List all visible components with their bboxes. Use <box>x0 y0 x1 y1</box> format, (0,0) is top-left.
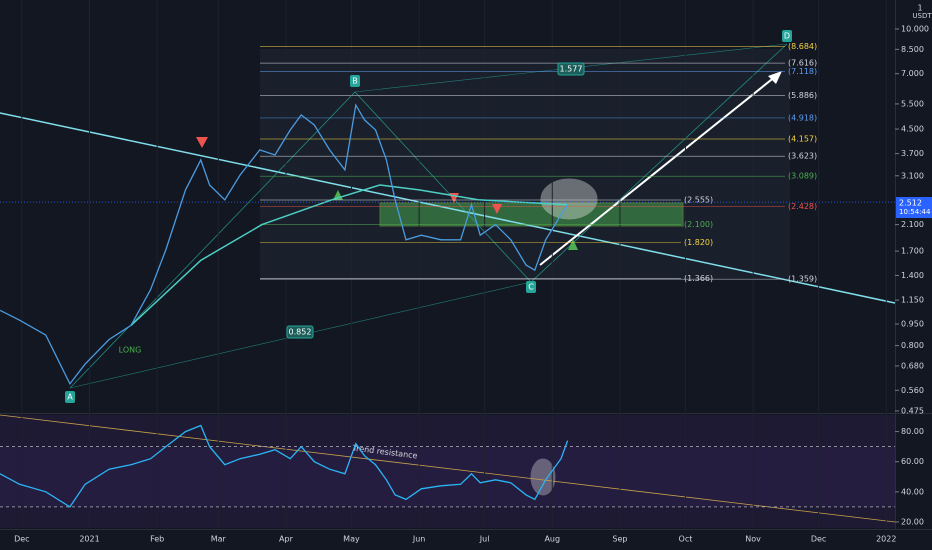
y-tick-label: 0.680 <box>901 361 924 370</box>
countdown: 10:54:44 <box>899 208 931 216</box>
fib-label: (3.623) <box>788 152 817 161</box>
axis-top-label: 1 <box>917 4 922 13</box>
fib-label: (8.684) <box>788 42 817 51</box>
pattern-label: D <box>784 32 790 41</box>
ratio-tag <box>557 62 585 76</box>
fib-label: (7.616) <box>788 59 817 68</box>
y-tick-label: 40.00 <box>901 487 924 496</box>
fib-label: (3.089) <box>788 172 817 181</box>
sell-arrow <box>196 137 208 148</box>
y-tick-label: 1.700 <box>901 247 924 256</box>
rsi-trend-line <box>0 414 896 523</box>
fib-label: (2.100) <box>684 220 713 229</box>
arrow-head <box>768 71 782 84</box>
x-tick-label: Mar <box>211 535 227 544</box>
pattern-label: C <box>528 283 534 292</box>
pattern-label: A <box>67 393 73 402</box>
x-tick-label: Sep <box>612 535 627 544</box>
y-tick-label: 4.500 <box>901 125 924 134</box>
x-tick-label: Jun <box>412 535 426 544</box>
ratio-label: 1.577 <box>560 65 583 74</box>
y-tick-label: 5.500 <box>901 99 924 108</box>
pattern-tag <box>65 391 75 403</box>
rsi-ellipse <box>530 458 556 496</box>
y-tick-label: 0.950 <box>901 320 924 329</box>
fib-label: (1.820) <box>684 238 713 247</box>
x-tick-label: Nov <box>745 535 761 544</box>
last-price: 2.512 <box>899 199 922 208</box>
y-tick-label: 60.00 <box>901 457 924 466</box>
y-tick-label: 8.500 <box>901 45 924 54</box>
fib-label: (4.918) <box>788 113 817 122</box>
trend-line <box>0 112 896 304</box>
pattern-tag <box>782 30 792 42</box>
fib-label: (1.366) <box>684 274 713 283</box>
fib-label: (5.886) <box>788 91 817 100</box>
fib-label: (4.157) <box>788 135 817 144</box>
ratio-label: 0.852 <box>289 328 312 337</box>
x-tick-label: Jul <box>479 535 490 544</box>
fib-label: (7.118) <box>788 67 817 76</box>
y-tick-label: 20.00 <box>901 517 924 526</box>
rsi-line <box>0 424 569 508</box>
x-tick-label: Feb <box>150 535 164 544</box>
moving-average <box>130 184 568 326</box>
x-tick-label: 2022 <box>876 535 896 544</box>
y-tick-label: 80.00 <box>901 427 924 436</box>
y-tick-label: 7.000 <box>901 69 924 78</box>
y-tick-label: 1.400 <box>901 271 924 280</box>
x-tick-label: Apr <box>279 535 294 544</box>
highlight-ellipse <box>540 178 598 220</box>
axis-unit: USDT <box>912 12 932 20</box>
pattern-label: B <box>352 77 358 86</box>
ratio-tag <box>286 325 314 339</box>
x-tick-label: 2021 <box>79 535 99 544</box>
y-tick-label: 0.800 <box>901 341 924 350</box>
projection-arrow <box>539 75 777 266</box>
buy-arrow <box>568 239 578 250</box>
pattern-tag <box>526 281 536 293</box>
y-tick-label: 1.150 <box>901 296 924 305</box>
fib-zone <box>260 49 790 280</box>
fib-label: (2.555) <box>684 196 713 205</box>
rsi-band <box>0 447 895 507</box>
fib-label: (2.428) <box>788 202 817 211</box>
last-price-tag <box>896 197 932 218</box>
x-tick-label: Oct <box>679 535 693 544</box>
x-tick-label: Aug <box>544 535 560 544</box>
y-tick-label: 3.700 <box>901 149 924 158</box>
y-tick-label: 3.100 <box>901 171 924 180</box>
y-tick-label: 2.100 <box>901 220 924 229</box>
y-tick-label: 0.475 <box>901 406 924 415</box>
y-tick-label: 0.560 <box>901 386 924 395</box>
x-tick-label: Dec <box>14 535 29 544</box>
annotation: LONG <box>119 346 142 355</box>
y-tick-label: 10.000 <box>901 24 929 33</box>
x-tick-label: May <box>343 535 360 544</box>
x-tick-label: Dec <box>811 535 826 544</box>
price-line <box>0 103 569 386</box>
pattern-tag <box>350 75 360 87</box>
pattern-lines <box>69 43 788 389</box>
fib-label: (1.359) <box>788 275 817 284</box>
